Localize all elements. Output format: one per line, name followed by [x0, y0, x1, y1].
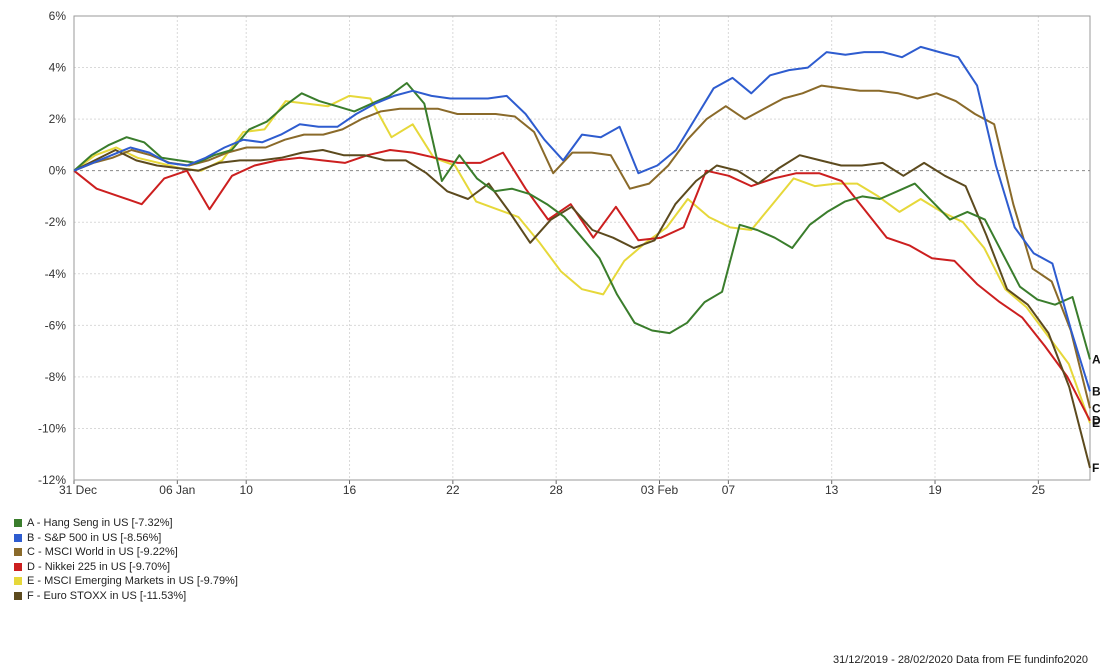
legend-swatch	[14, 562, 22, 571]
legend-label: F - Euro STOXX in US [-11.53%]	[27, 589, 187, 602]
x-tick-label: 19	[928, 483, 942, 497]
x-tick-label: 03 Feb	[641, 483, 679, 497]
y-tick-label: -8%	[45, 370, 67, 384]
y-tick-label: -6%	[45, 318, 67, 332]
y-tick-label: -12%	[38, 473, 66, 487]
x-tick-label: 25	[1032, 483, 1046, 497]
x-tick-label: 06 Jan	[159, 483, 195, 497]
legend-swatch	[14, 591, 22, 600]
x-tick-label: 28	[549, 483, 563, 497]
y-tick-label: -4%	[45, 267, 67, 281]
legend-swatch	[14, 548, 22, 557]
x-tick-label: 07	[722, 483, 736, 497]
x-tick-label: 22	[446, 483, 460, 497]
legend-item: D - Nikkei 225 in US [-9.70%]	[14, 560, 238, 575]
line-chart: 6% 4% 2% 0% -2% -4% -6% -8% -10% -12% 31 Dec 06 Ja…	[38, 9, 1100, 497]
y-tick-label: 6%	[49, 9, 67, 23]
y-tick-label: -2%	[45, 215, 67, 229]
y-tick-label: 4%	[49, 61, 67, 75]
legend-item: E - MSCI Emerging Markets in US [-9.79%]	[14, 574, 238, 589]
legend-label: B - S&P 500 in US [-8.56%]	[27, 531, 162, 544]
x-tick-label: 16	[343, 483, 357, 497]
legend-label: E - MSCI Emerging Markets in US [-9.79%]	[27, 575, 238, 587]
legend-item: A - Hang Seng in US [-7.32%]	[14, 516, 238, 531]
series-line	[73, 84, 1091, 409]
series-end-label: B	[1092, 384, 1100, 398]
series-lines	[73, 45, 1091, 469]
y-tick-label: -10%	[38, 421, 66, 435]
plot-frame	[73, 15, 1091, 481]
legend-swatch	[14, 533, 22, 542]
legend-item: F - Euro STOXX in US [-11.53%]	[14, 589, 238, 604]
series-end-label: E	[1092, 416, 1100, 430]
legend-label: D - Nikkei 225 in US [-9.70%]	[27, 560, 171, 573]
series-line	[73, 82, 1091, 360]
series-line	[73, 45, 1091, 392]
legend-label: C - MSCI World in US [-9.22%]	[27, 546, 178, 558]
data-source-footer: 31/12/2019 - 28/02/2020 Data from FE fun…	[832, 654, 1088, 666]
legend-swatch	[14, 519, 22, 528]
legend-item: C - MSCI World in US [-9.22%]	[14, 545, 238, 560]
legend: A - Hang Seng in US [-7.32%] B - S&P 500…	[14, 516, 238, 603]
series-end-label: F	[1092, 461, 1099, 475]
y-tick-label: 0%	[49, 164, 67, 178]
y-tick-label: 2%	[49, 112, 67, 126]
series-end-label: A	[1092, 352, 1100, 366]
x-tick-label: 10	[240, 483, 254, 497]
series-line	[73, 94, 1091, 424]
series-line	[73, 149, 1091, 469]
legend-label: A - Hang Seng in US [-7.32%]	[27, 517, 173, 529]
legend-swatch	[14, 577, 22, 586]
legend-item: B - S&P 500 in US [-8.56%]	[14, 531, 238, 546]
series-end-label: D	[1092, 414, 1100, 428]
y-axis-ticks: 6% 4% 2% 0% -2% -4% -6% -8% -10% -12%	[38, 9, 66, 487]
x-axis-ticks: 31 Dec 06 Jan 10 16 22 28 03 Feb 07 13 19 25	[59, 480, 1045, 497]
x-tick-label: 31 Dec	[59, 483, 97, 497]
series-line	[73, 149, 1091, 422]
gridlines	[74, 15, 1090, 481]
series-end-label: C	[1092, 401, 1100, 415]
x-tick-label: 13	[825, 483, 839, 497]
